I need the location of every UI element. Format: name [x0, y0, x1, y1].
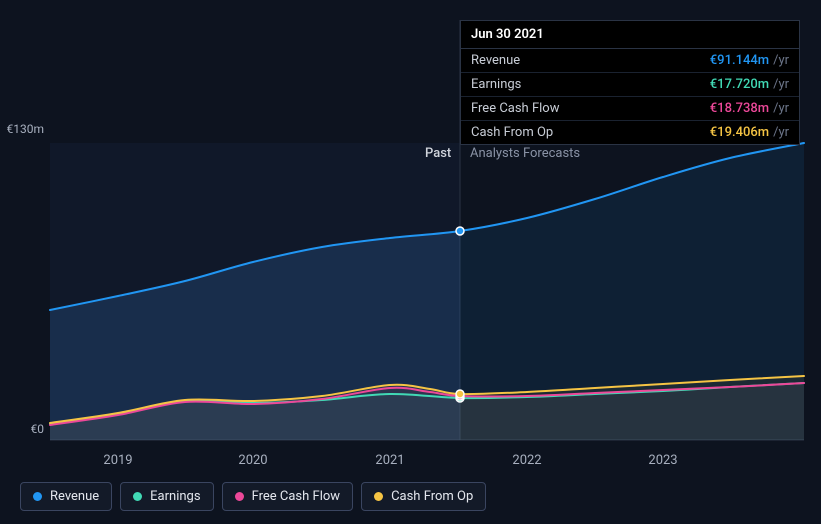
- legend-label: Revenue: [50, 489, 99, 504]
- tooltip-row-value: €19.406m: [710, 125, 769, 140]
- legend-item-earnings[interactable]: Earnings: [120, 482, 213, 511]
- legend-label: Cash From Op: [391, 489, 473, 504]
- legend-swatch: [33, 492, 42, 501]
- tooltip-row-label: Revenue: [471, 53, 710, 68]
- tooltip-row: Revenue€91.144m/yr: [461, 49, 799, 73]
- x-axis-label: 2023: [648, 453, 677, 468]
- legend-item-free-cash-flow[interactable]: Free Cash Flow: [222, 482, 353, 511]
- tooltip-date: Jun 30 2021: [461, 21, 799, 49]
- x-axis-label: 2020: [238, 453, 267, 468]
- tooltip-row-label: Earnings: [471, 77, 710, 92]
- chart-legend: Revenue Earnings Free Cash Flow Cash From O…: [20, 482, 486, 511]
- tooltip-row-label: Cash From Op: [471, 125, 710, 140]
- tooltip-row: Cash From Op€19.406m/yr: [461, 121, 799, 144]
- x-axis-label: 2021: [375, 453, 404, 468]
- forecast-region-label: Analysts Forecasts: [470, 146, 580, 161]
- legend-swatch: [374, 492, 383, 501]
- tooltip-rows: Revenue€91.144m/yrEarnings€17.720m/yrFre…: [461, 49, 799, 144]
- past-region-label: Past: [425, 146, 451, 161]
- legend-swatch: [235, 492, 244, 501]
- x-axis-label: 2019: [103, 453, 132, 468]
- tooltip-row-unit: /yr: [773, 101, 789, 116]
- y-axis-label: €0: [0, 422, 44, 436]
- tooltip-row: Earnings€17.720m/yr: [461, 73, 799, 97]
- tooltip-row-value: €91.144m: [710, 53, 769, 68]
- tooltip-row-unit: /yr: [773, 53, 789, 68]
- tooltip-row: Free Cash Flow€18.738m/yr: [461, 97, 799, 121]
- tooltip-row-unit: /yr: [773, 77, 789, 92]
- tooltip-row-value: €18.738m: [710, 101, 769, 116]
- tooltip-row-label: Free Cash Flow: [471, 101, 710, 116]
- chart-tooltip: Jun 30 2021 Revenue€91.144m/yrEarnings€1…: [460, 20, 800, 145]
- legend-item-cash-from-op[interactable]: Cash From Op: [361, 482, 486, 511]
- legend-swatch: [133, 492, 142, 501]
- tooltip-row-value: €17.720m: [710, 77, 769, 92]
- legend-label: Earnings: [150, 489, 200, 504]
- y-axis-label: €130m: [0, 122, 44, 136]
- tooltip-row-unit: /yr: [773, 125, 789, 140]
- legend-item-revenue[interactable]: Revenue: [20, 482, 112, 511]
- x-axis-label: 2022: [512, 453, 541, 468]
- legend-label: Free Cash Flow: [252, 489, 340, 504]
